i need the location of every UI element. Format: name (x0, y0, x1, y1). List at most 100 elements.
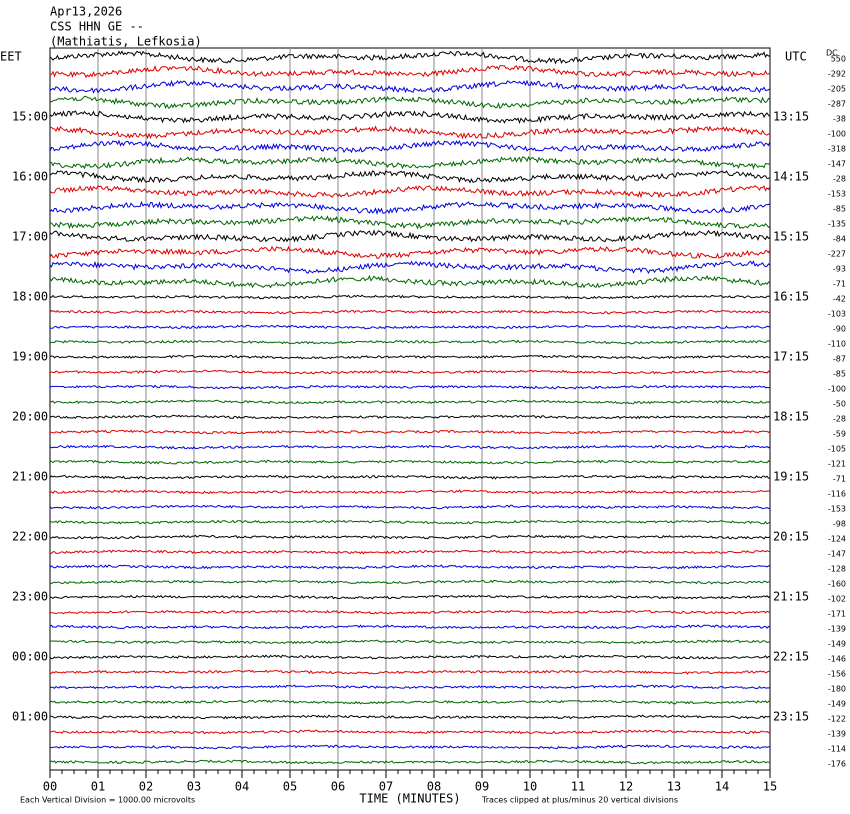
dc-value: -28 (833, 415, 846, 424)
trace (49, 594, 771, 600)
x-tick-label: 12 (619, 780, 633, 794)
trace (49, 125, 771, 140)
trace (49, 414, 771, 420)
dc-value: -153 (828, 505, 846, 514)
footer-right: Traces clipped at plus/minus 20 vertical… (481, 796, 678, 805)
x-tick-label: 02 (139, 780, 153, 794)
left-time: 19:00 (12, 350, 48, 364)
x-tick-label: 07 (379, 780, 393, 794)
dc-value: -124 (828, 535, 846, 544)
trace (49, 354, 771, 360)
left-zone: EET (0, 50, 22, 64)
trace (49, 624, 771, 630)
left-time: 15:00 (12, 110, 48, 124)
x-tick-label: 13 (667, 780, 681, 794)
trace (50, 579, 771, 585)
dc-value: -171 (828, 610, 846, 619)
footer-left: Each Vertical Division = 1000.00 microvo… (20, 796, 195, 805)
right-time: 22:15 (773, 650, 809, 664)
x-tick-label: 03 (187, 780, 201, 794)
trace (49, 260, 771, 275)
x-tick-label: 06 (331, 780, 345, 794)
dc-value: -135 (828, 220, 846, 229)
dc-value: -205 (828, 85, 846, 94)
dc-value: -71 (833, 280, 846, 289)
dc-value: -149 (828, 700, 846, 709)
trace (49, 429, 771, 435)
right-time: 13:15 (773, 110, 809, 124)
x-tick-label: 00 (43, 780, 57, 794)
dc-value: -93 (833, 265, 846, 274)
x-tick-label: 04 (235, 780, 249, 794)
x-tick-label: 09 (475, 780, 489, 794)
trace (49, 200, 771, 216)
dc-value: -71 (833, 475, 846, 484)
trace (49, 564, 771, 570)
right-time: 17:15 (773, 350, 809, 364)
dc-value: -139 (828, 625, 846, 634)
trace (49, 110, 771, 124)
x-tick-label: 11 (571, 780, 585, 794)
trace (49, 384, 771, 390)
trace (49, 229, 771, 243)
trace (49, 245, 771, 259)
dc-value: -103 (828, 310, 846, 319)
trace (49, 489, 771, 495)
trace (49, 324, 771, 330)
right-time: 15:15 (773, 230, 809, 244)
dc-value: -85 (833, 205, 846, 214)
trace (49, 79, 771, 94)
left-time: 23:00 (12, 590, 48, 604)
trace (49, 50, 770, 65)
x-tick-label: 08 (427, 780, 441, 794)
right-time: 21:15 (773, 590, 809, 604)
right-time: 20:15 (773, 530, 809, 544)
dc-value: 550 (831, 55, 846, 64)
right-time: 14:15 (773, 170, 809, 184)
dc-value: -116 (828, 490, 846, 499)
dc-value: -227 (828, 250, 846, 259)
trace (49, 64, 771, 79)
trace (49, 399, 771, 405)
date: Apr13,2026 (50, 5, 122, 19)
dc-value: -122 (828, 715, 846, 724)
trace (49, 729, 771, 735)
left-time: 17:00 (12, 230, 48, 244)
trace (49, 519, 771, 525)
left-time: 20:00 (12, 410, 48, 424)
dc-value: -180 (828, 685, 846, 694)
trace (49, 549, 771, 555)
dc-value: -100 (828, 385, 846, 394)
trace (49, 169, 771, 184)
trace (49, 639, 771, 645)
dc-value: -38 (833, 115, 846, 124)
dc-value: -87 (833, 355, 846, 364)
dc-value: -42 (833, 295, 846, 304)
dc-value: -153 (828, 190, 846, 199)
dc-value: -287 (828, 100, 846, 109)
x-tick-label: 01 (91, 780, 105, 794)
trace (49, 294, 771, 300)
dc-value: -110 (828, 340, 846, 349)
dc-value: -102 (828, 595, 846, 604)
dc-value: -85 (833, 370, 846, 379)
x-tick-label: 10 (523, 780, 537, 794)
dc-value: -90 (833, 325, 846, 334)
trace (49, 699, 771, 705)
left-time: 22:00 (12, 530, 48, 544)
left-time: 21:00 (12, 470, 48, 484)
trace (49, 309, 771, 315)
x-label: TIME (MINUTES) (359, 792, 460, 806)
dc-value: -139 (828, 730, 846, 739)
x-tick-label: 05 (283, 780, 297, 794)
right-time: 23:15 (773, 710, 809, 724)
trace (49, 609, 771, 615)
dc-value: -149 (828, 640, 846, 649)
trace (49, 369, 771, 375)
right-time: 18:15 (773, 410, 809, 424)
dc-value: -156 (828, 670, 846, 679)
trace (49, 339, 771, 345)
dc-value: -128 (828, 565, 846, 574)
dc-value: -176 (828, 760, 846, 769)
left-time: 01:00 (12, 710, 48, 724)
